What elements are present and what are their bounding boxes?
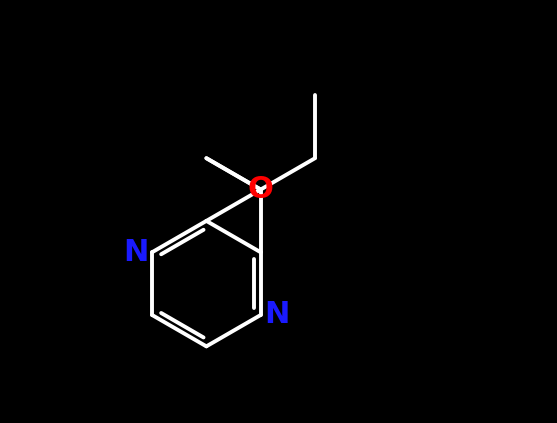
- Text: O: O: [248, 175, 273, 204]
- Text: N: N: [264, 300, 289, 330]
- Text: N: N: [124, 238, 149, 267]
